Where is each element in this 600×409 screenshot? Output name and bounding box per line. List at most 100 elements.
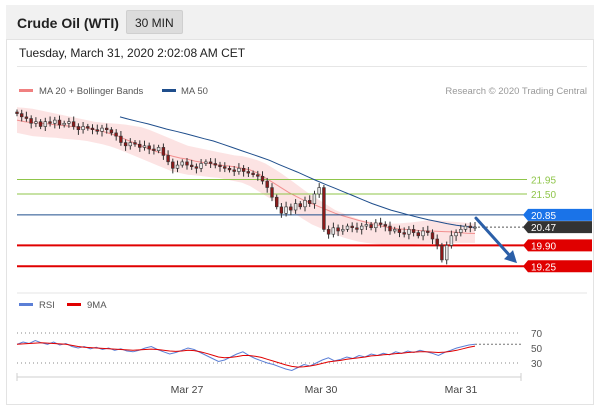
candle-body — [407, 229, 411, 235]
candlestick — [407, 226, 411, 240]
candle-body — [199, 163, 203, 169]
candle-body — [454, 232, 458, 237]
candlestick — [317, 183, 321, 198]
candle-body — [274, 196, 279, 208]
title-bar: Crude Oil (WTI) 30 MIN — [6, 5, 594, 40]
candlestick — [397, 225, 402, 238]
candlestick — [43, 117, 48, 131]
candle-body — [251, 172, 255, 176]
candlestick — [166, 150, 170, 166]
candle-body — [303, 200, 307, 208]
candle-body — [223, 166, 227, 169]
candlestick — [265, 177, 269, 193]
candlestick — [350, 222, 354, 233]
candlestick — [147, 142, 151, 155]
candle-body — [53, 119, 57, 124]
candlestick — [190, 159, 194, 170]
candlestick — [378, 217, 383, 228]
candle-body — [256, 174, 260, 177]
candle-body — [388, 225, 392, 232]
candlestick — [57, 115, 62, 129]
candlestick — [473, 222, 477, 231]
candle-body — [190, 164, 194, 168]
candlestick — [454, 229, 458, 241]
timeframe-badge[interactable]: 30 MIN — [126, 10, 183, 34]
candle-body — [345, 225, 350, 230]
candle-body — [350, 225, 354, 229]
legend-swatch-9ma — [67, 303, 81, 306]
candle-body — [204, 161, 208, 164]
candle-body — [369, 224, 373, 229]
legend-label-bollinger: MA 20 + Bollinger Bands — [39, 86, 144, 97]
candle-body — [24, 116, 29, 119]
candlestick — [138, 140, 142, 152]
candlestick — [341, 224, 345, 235]
level-label-bg — [523, 221, 592, 234]
candlestick — [232, 166, 236, 176]
candlestick — [142, 140, 147, 151]
candle-body — [336, 227, 340, 232]
candle-body — [100, 127, 104, 132]
candle-body — [265, 180, 269, 188]
candle-body — [359, 225, 364, 230]
rsi-tick-label: 30 — [531, 359, 543, 370]
candle-body — [175, 164, 180, 169]
candle-body — [119, 135, 123, 143]
candle-body — [473, 226, 477, 229]
candlestick — [213, 158, 217, 169]
candlestick — [322, 185, 326, 232]
candlestick — [76, 123, 81, 135]
candlestick — [114, 129, 118, 141]
candlestick — [289, 203, 293, 216]
header-divider — [17, 66, 587, 67]
candlestick — [100, 124, 104, 137]
candle-body — [95, 129, 100, 132]
candlestick — [359, 222, 364, 235]
candlestick — [119, 131, 123, 146]
candle-body — [232, 169, 236, 172]
candlestick — [279, 203, 284, 218]
candlestick — [86, 123, 90, 131]
candlestick — [218, 161, 222, 172]
candle-body — [326, 229, 331, 235]
candlestick — [364, 220, 369, 230]
candle-body — [152, 148, 156, 151]
rsi-tick-label: 50 — [531, 344, 543, 355]
candle-body — [166, 155, 170, 163]
candlestick — [38, 119, 43, 130]
candle-body — [444, 245, 449, 261]
candlestick — [227, 165, 232, 173]
candlestick — [270, 183, 274, 202]
candlestick — [156, 144, 161, 154]
candlestick — [345, 223, 350, 232]
candle-body — [435, 238, 439, 246]
candlestick — [67, 117, 71, 128]
candle-body — [81, 126, 85, 131]
rsi-panel: 70 50 30 — [16, 329, 543, 372]
candle-body — [246, 171, 250, 174]
x-tick-label-mar27: Mar 27 — [171, 384, 204, 396]
candle-body — [289, 206, 293, 211]
bollinger-bands — [16, 107, 476, 245]
candle-body — [62, 123, 66, 126]
candle-body — [48, 121, 52, 124]
candle-body — [392, 229, 397, 232]
candle-body — [43, 121, 48, 127]
candlestick — [171, 158, 175, 174]
candle-body — [260, 176, 265, 182]
level-label-text: 19.25 — [531, 262, 556, 273]
candle-body — [468, 225, 472, 229]
candlestick — [421, 227, 425, 241]
candlestick — [459, 224, 463, 237]
level-label-bg — [523, 239, 592, 252]
candle-body — [312, 193, 317, 204]
level-label-current: 20.47 — [523, 221, 592, 234]
level-label-bg — [523, 260, 592, 273]
candle-body — [279, 206, 284, 214]
candlestick — [284, 201, 288, 217]
candlestick — [307, 195, 312, 207]
candle-body — [426, 230, 430, 233]
rsi-legend: RSI 9MA — [19, 300, 107, 311]
candle-body — [383, 224, 387, 227]
